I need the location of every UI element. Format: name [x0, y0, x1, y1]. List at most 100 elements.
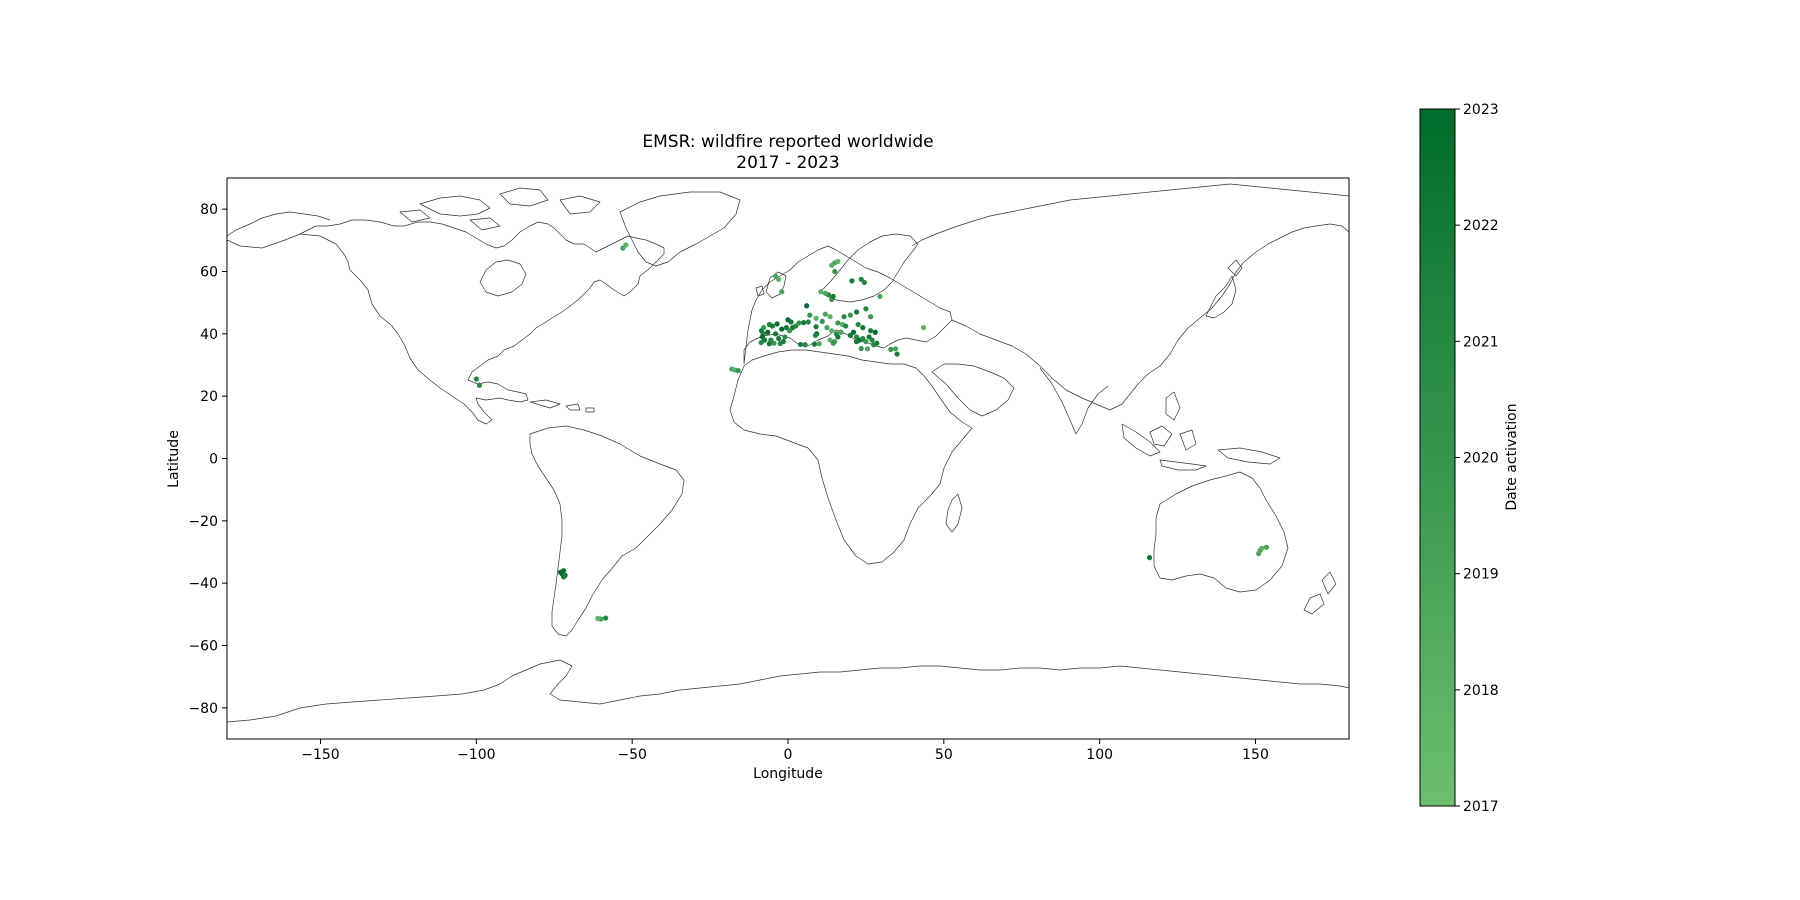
- wildfire-point: [877, 293, 883, 300]
- india-coastline: [1039, 367, 1109, 435]
- wildfire-point: [841, 314, 847, 320]
- wildfire-point: [805, 319, 811, 325]
- wildfire-point: [1263, 544, 1270, 550]
- wildfire-point: [771, 340, 777, 346]
- wildfire-point: [623, 242, 629, 248]
- wildfire-point: [595, 615, 601, 621]
- wildfire-point: [920, 325, 927, 331]
- wildfire-point: [1256, 550, 1262, 557]
- y-axis: −80 −60 −40 −20 0 20 40 60 80: [188, 202, 227, 717]
- wildfire-point: [894, 351, 900, 357]
- wildfire-point: [1146, 555, 1153, 561]
- wildfire-point: [769, 323, 776, 329]
- wildfire-point: [765, 329, 771, 335]
- x-tick-label: −150: [301, 747, 339, 763]
- colorbar-axis: 2017 2018 2019 2020 2021 2022 2023: [1455, 102, 1499, 815]
- wildfire-point: [863, 306, 869, 312]
- north-america-coastline: [227, 219, 665, 425]
- wildfire-point: [774, 321, 780, 327]
- colorbar-tick-label: 2017: [1463, 799, 1499, 815]
- new-zealand-coastline: [1303, 571, 1337, 615]
- wildfire-point: [807, 312, 813, 318]
- wildfire-point: [847, 312, 853, 318]
- wildfire-point: [860, 325, 866, 331]
- wildfire-point: [776, 335, 782, 342]
- wildfire-point: [822, 311, 829, 317]
- wildfire-point: [777, 340, 783, 347]
- chart-title: EMSR: wildfire reported worldwide: [642, 132, 933, 152]
- wildfire-point: [766, 341, 772, 347]
- wildfire-point: [813, 315, 819, 321]
- arctic-islands: [399, 187, 601, 231]
- wildfire-point: [835, 258, 841, 265]
- wildfire-point: [830, 340, 836, 346]
- colorbar-tick-label: 2021: [1463, 334, 1499, 350]
- wildfire-point: [835, 334, 841, 340]
- madagascar-coastline: [945, 493, 963, 533]
- antarctica-coastline: [227, 659, 1349, 723]
- x-tick-label: −100: [457, 747, 495, 763]
- wildfire-point: [802, 342, 808, 348]
- africa-coastline: [729, 349, 973, 565]
- greenland-coastline: [619, 191, 741, 267]
- x-tick-label: −50: [617, 747, 647, 763]
- y-tick-label: −80: [188, 701, 218, 717]
- wildfire-point: [819, 318, 825, 324]
- wildfire-point: [603, 615, 609, 621]
- wildfire-point: [861, 279, 867, 286]
- wildfire-point: [853, 339, 860, 345]
- japan-coastline: [1205, 259, 1243, 319]
- y-tick-label: 0: [209, 452, 218, 468]
- wildfire-point: [473, 376, 479, 382]
- wildfire-point: [816, 341, 822, 347]
- wildfire-point: [562, 572, 568, 578]
- alaska-coastline: [227, 211, 331, 237]
- x-tick-label: 150: [1242, 747, 1269, 763]
- south-america-coastline: [529, 425, 685, 637]
- wildfire-point: [796, 320, 802, 326]
- wildfire-point: [871, 342, 877, 348]
- wildfire-point: [843, 323, 849, 329]
- y-tick-label: −20: [188, 514, 218, 530]
- y-tick-label: 40: [200, 327, 218, 343]
- colorbar-tick-label: 2022: [1463, 218, 1499, 234]
- wildfire-point: [892, 346, 899, 352]
- wildfire-point: [864, 346, 871, 352]
- wildfire-point: [804, 303, 810, 309]
- wildfire-point: [824, 325, 830, 331]
- plot-frame: [226, 177, 1350, 740]
- x-axis: −150 −100 −50 0 50 100 150: [301, 739, 1269, 763]
- y-tick-label: 20: [200, 389, 218, 405]
- y-tick-label: −40: [188, 576, 218, 592]
- colorbar-tick-label: 2020: [1463, 451, 1499, 467]
- wildfire-point: [779, 289, 785, 295]
- wildfire-point: [735, 368, 741, 374]
- europe-coastline: [743, 245, 953, 365]
- colorbar-tick-label: 2019: [1463, 567, 1499, 583]
- wildfire-point: [782, 334, 788, 340]
- wildfire-point: [858, 345, 864, 352]
- scatter-points: [473, 242, 1270, 622]
- wildfire-point: [872, 329, 878, 335]
- wildfire-point: [758, 339, 764, 346]
- wildfire-point: [869, 337, 875, 343]
- x-tick-label: 0: [784, 747, 793, 763]
- y-axis-label: Latitude: [166, 430, 182, 488]
- wildfire-point: [822, 290, 829, 296]
- wildfire-point: [838, 329, 844, 335]
- x-tick-label: 50: [935, 747, 953, 763]
- colorbar: [1419, 108, 1456, 807]
- arabia-coastline: [931, 363, 1015, 417]
- wildfire-point: [863, 339, 869, 345]
- wildfire-point: [827, 314, 833, 320]
- wildfire-point: [779, 326, 785, 332]
- y-tick-label: 80: [200, 202, 218, 218]
- wildfire-point: [832, 268, 838, 275]
- wildfire-point: [772, 273, 779, 279]
- wildfire-point: [847, 332, 853, 338]
- wildfire-point: [829, 328, 835, 334]
- wildfire-point: [557, 569, 564, 575]
- wildfire-point: [867, 314, 874, 320]
- wildfire-point: [812, 332, 819, 338]
